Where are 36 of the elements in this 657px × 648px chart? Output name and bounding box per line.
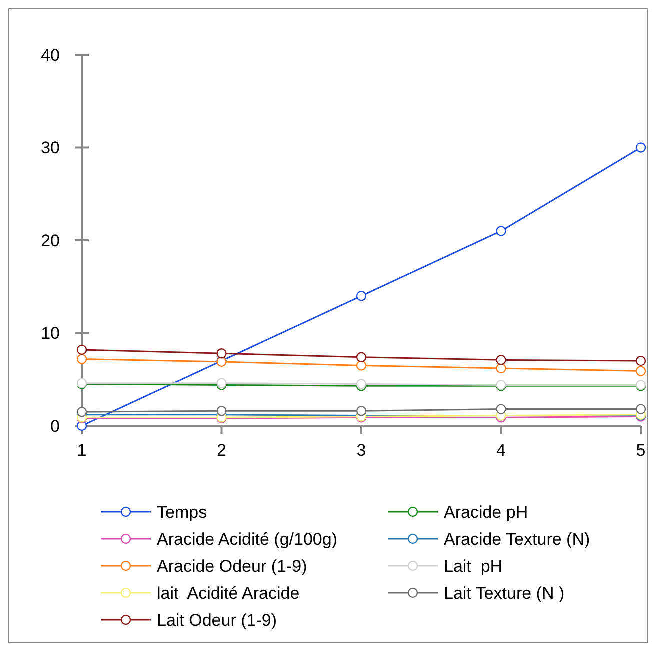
point [496,355,506,366]
legend-label: Aracide pH [444,502,528,522]
legend-label: Temps [157,502,208,522]
legend-label: Aracide Acidité (g/100g) [157,530,338,549]
x-tick-label: 1 [77,441,87,460]
x-tick-label: 4 [496,441,506,460]
y-tick-label: 40 [41,46,60,65]
point [496,363,506,374]
x-tick-label: 2 [217,441,226,460]
point [356,360,367,371]
point [496,404,506,414]
point [636,366,646,376]
legend-label: Lait Odeur (1-9) [157,610,277,630]
point [356,291,367,302]
point [356,352,367,362]
legend-label: Aracide Odeur (1-9) [157,556,308,576]
point [216,406,227,416]
legend-label: Lait Texture (N ) [444,584,565,603]
legend-label: lait Acidité Aracide [157,584,300,603]
y-tick-label: 30 [41,138,60,158]
legend-label: Aracide Texture (N) [444,530,590,549]
x-tick-label: 3 [356,441,366,460]
point [76,354,88,364]
point [76,406,88,418]
legend-label: Lait pH [444,556,503,576]
point [636,404,646,414]
point [356,406,367,416]
point [216,348,227,359]
point [636,142,646,153]
y-tick-label: 10 [41,324,60,344]
point [636,356,646,366]
point [76,344,88,356]
y-tick-label: 20 [41,231,60,250]
x-tick-label: 5 [636,441,646,460]
y-tick-label: 0 [50,416,60,436]
point [496,226,506,236]
